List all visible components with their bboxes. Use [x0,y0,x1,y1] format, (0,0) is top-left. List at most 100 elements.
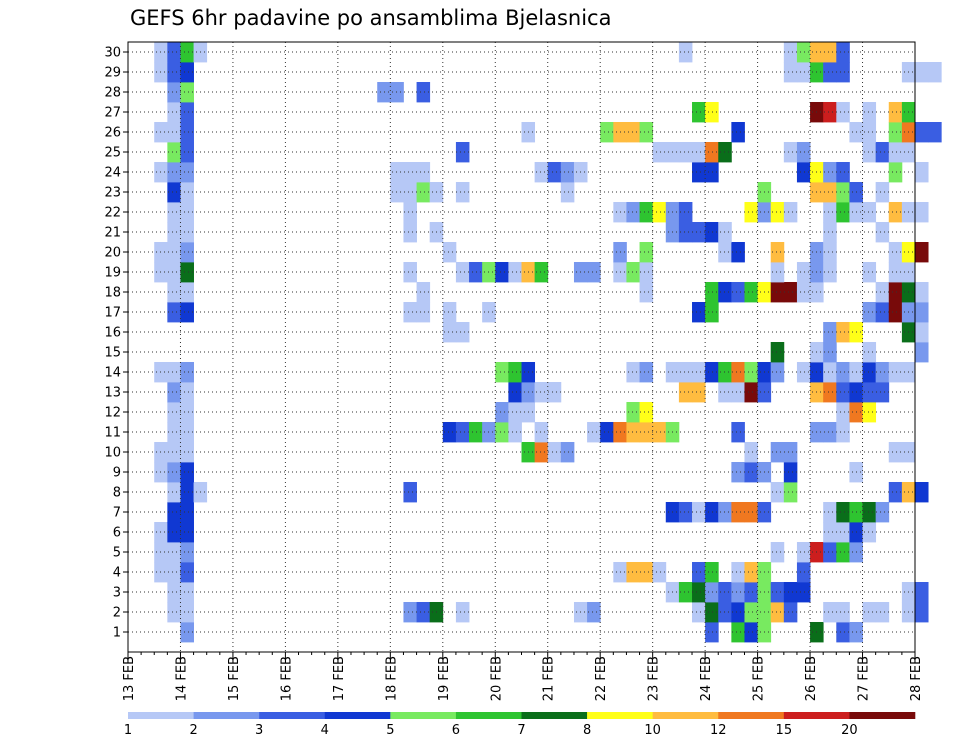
heatmap-cell [534,382,549,403]
x-tick-label: 26 FEB [804,656,819,701]
heatmap-cell [888,162,903,183]
heatmap-cell [823,242,837,263]
heatmap-cell [888,482,903,503]
heatmap-cell [403,262,417,283]
y-tick-label: 1 [113,626,121,641]
heatmap-cell [508,262,522,283]
heatmap-cell [823,162,837,183]
colorbar: 1 2 3 4 5 6 7 8 10 12 15 20 [124,712,916,738]
heatmap-cell [626,262,640,283]
colorbar-label: 5 [386,723,394,738]
heatmap-cell [744,202,758,223]
x-tick-label: 19 FEB [437,656,452,701]
heatmap-cell [718,382,732,403]
heatmap-cell [692,562,706,583]
heatmap-cell [744,462,758,483]
heatmap-cell [705,502,719,523]
heatmap-cell [692,362,706,383]
heatmap-cell [744,622,758,643]
heatmap-cell [770,542,785,563]
heatmap-cell [836,622,850,643]
heatmap-cell [836,42,850,63]
heatmap-cell [875,182,890,203]
heatmap-cell [180,562,194,583]
heatmap-cell [718,502,732,523]
heatmap-cell [796,542,811,563]
x-tick-label: 14 FEB [174,656,189,701]
heatmap-cell [915,162,929,183]
heatmap-cell [928,62,942,83]
heatmap-cell [915,322,929,343]
heatmap-cell [744,502,758,523]
heatmap-cell [167,82,181,103]
heatmap-cell [823,62,837,83]
heatmap-cell [455,422,470,443]
heatmap-cell [167,542,181,563]
x-tick-label: 17 FEB [332,656,347,701]
heatmap-cell [915,302,929,323]
colorbar-label: 3 [255,723,263,738]
heatmap-cell [731,462,745,483]
heatmap-cell [862,102,877,123]
heatmap-cell [823,422,837,443]
heatmap-cell [167,442,181,463]
heatmap-cell [718,582,732,603]
heatmap-cell [915,62,929,83]
heatmap-cell [888,202,903,223]
heatmap-cell [783,62,798,83]
heatmap-cell [744,282,758,303]
heatmap-cell [416,182,431,203]
heatmap-cell [770,342,785,363]
heatmap-cell [167,142,181,163]
heatmap-cell [731,382,745,403]
heatmap-cell [836,402,850,423]
heatmap-cell [167,482,181,503]
heatmap-cell [167,302,181,323]
heatmap-cell [770,602,785,623]
heatmap-cell [823,342,837,363]
heatmap-cell [862,142,877,163]
heatmap-cell [705,142,719,163]
heatmap-cell [783,442,798,463]
heatmap-cell [508,422,522,443]
heatmap-cell [167,262,181,283]
heatmap-cell [796,562,811,583]
heatmap-cell [836,162,850,183]
colorbar-swatch [259,712,326,719]
heatmap-cell [915,282,929,303]
heatmap-cell [888,282,903,303]
heatmap-cell [744,362,758,383]
heatmap-cell [442,302,457,323]
y-tick-label: 10 [104,446,121,461]
heatmap-cell [495,262,509,283]
colorbar-swatch [324,712,391,719]
heatmap-cell [455,322,470,343]
heatmap-cell [705,302,719,323]
heatmap-cell [915,242,929,263]
colorbar-swatch [390,712,457,719]
y-tick-label: 21 [104,226,121,241]
heatmap-cell [862,262,877,283]
heatmap-cell [770,262,785,283]
y-tick-label: 4 [113,566,121,581]
heatmap-cell [626,402,640,423]
heatmap-cell [678,142,693,163]
heatmap-cell [783,482,798,503]
x-tick-label: 23 FEB [647,656,662,701]
heatmap-cell [639,402,654,423]
heatmap-cell [167,562,181,583]
y-tick-label: 26 [104,126,121,141]
heatmap-cell [875,302,890,323]
heatmap-cell [836,542,850,563]
heatmap-cell [770,482,785,503]
heatmap-cell [180,182,194,203]
colorbar-label: 2 [189,723,197,738]
heatmap-cell [836,362,850,383]
y-tick-label: 16 [104,326,121,341]
heatmap-cell [705,602,719,623]
heatmap-cell [796,42,811,63]
heatmap-cell [626,362,640,383]
heatmap-cell [167,222,181,243]
heatmap-cell [692,602,706,623]
